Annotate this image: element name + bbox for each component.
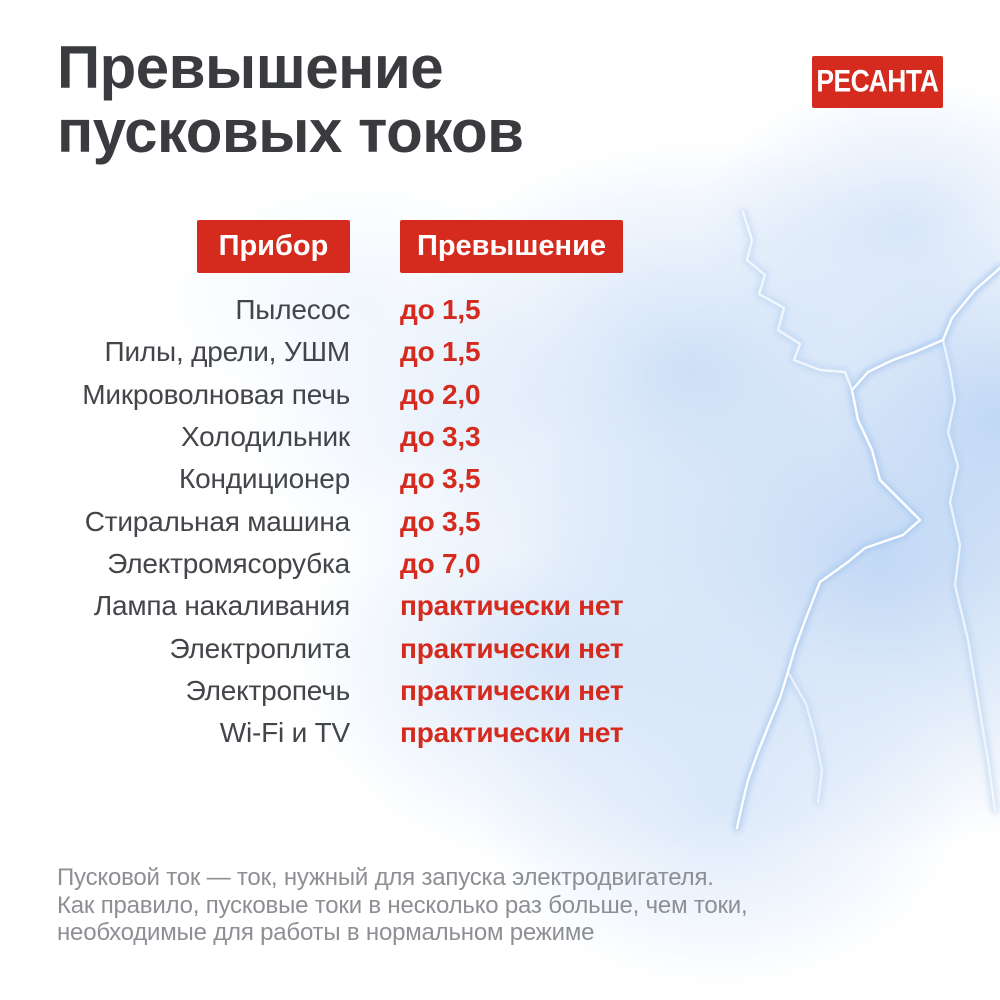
device-name: Холодильник	[181, 421, 350, 453]
device-name: Пылесос	[235, 294, 350, 326]
brand-logo-text: РЕСАНТА	[816, 64, 939, 99]
table-row: Электромясорубка до 7,0	[0, 543, 1000, 585]
table-row: Лампа накаливания практически нет	[0, 585, 1000, 627]
device-name: Лампа накаливания	[93, 590, 350, 622]
device-name: Стиральная машина	[84, 505, 350, 537]
table-row: Wi-Fi и TV практически нет	[0, 712, 1000, 754]
device-name: Электроплита	[169, 632, 351, 664]
excess-value: практически нет	[400, 632, 624, 664]
device-name: Wi-Fi и TV	[219, 717, 350, 749]
table-row: Стиральная машина до 3,5	[0, 500, 1000, 542]
excess-value: практически нет	[400, 674, 624, 706]
excess-value: практически нет	[400, 590, 624, 622]
excess-value: до 1,5	[400, 336, 481, 368]
device-name: Электропечь	[185, 674, 351, 706]
table-row: Микроволновая печь до 2,0	[0, 374, 1000, 416]
footnote-line3: необходимые для работы в нормальном режи…	[57, 919, 595, 946]
page-title: Превышение пусковых токов	[57, 36, 524, 164]
table-row: Электропечь практически нет	[0, 670, 1000, 712]
page-title-line2: пусковых токов	[57, 98, 524, 165]
column-header-device: Прибор	[197, 220, 350, 273]
footnote: Пусковой ток — ток, нужный для запуска э…	[57, 864, 748, 947]
table-row: Пылесос до 1,5	[0, 289, 1000, 331]
excess-value: до 7,0	[400, 547, 481, 579]
device-name: Электромясорубка	[107, 547, 350, 579]
footnote-line2: Как правило, пусковые токи в несколько р…	[57, 891, 748, 919]
excess-value: практически нет	[400, 717, 624, 749]
device-name: Микроволновая печь	[82, 378, 350, 410]
excess-value: до 2,0	[400, 378, 481, 410]
page-title-line1: Превышение	[57, 34, 444, 101]
brand-logo: РЕСАНТА	[812, 56, 943, 108]
table-row: Кондиционер до 3,5	[0, 458, 1000, 500]
column-header-excess-label: Превышение	[416, 230, 607, 262]
table-row: Холодильник до 3,3	[0, 416, 1000, 458]
excess-value: до 1,5	[400, 294, 481, 326]
device-name: Кондиционер	[179, 463, 350, 495]
column-header-excess: Превышение	[400, 220, 623, 273]
footnote-line1: Пусковой ток — ток, нужный для запуска э…	[57, 864, 714, 891]
column-header-device-label: Прибор	[218, 230, 329, 262]
table-row: Электроплита практически нет	[0, 627, 1000, 669]
excess-value: до 3,5	[400, 463, 481, 495]
table-row: Пилы, дрели, УШМ до 1,5	[0, 331, 1000, 373]
device-name: Пилы, дрели, УШМ	[104, 336, 351, 368]
excess-value: до 3,5	[400, 505, 481, 537]
table-rows: Пылесос до 1,5 Пилы, дрели, УШМ до 1,5 М…	[0, 289, 1000, 754]
excess-value: до 3,3	[400, 421, 481, 453]
